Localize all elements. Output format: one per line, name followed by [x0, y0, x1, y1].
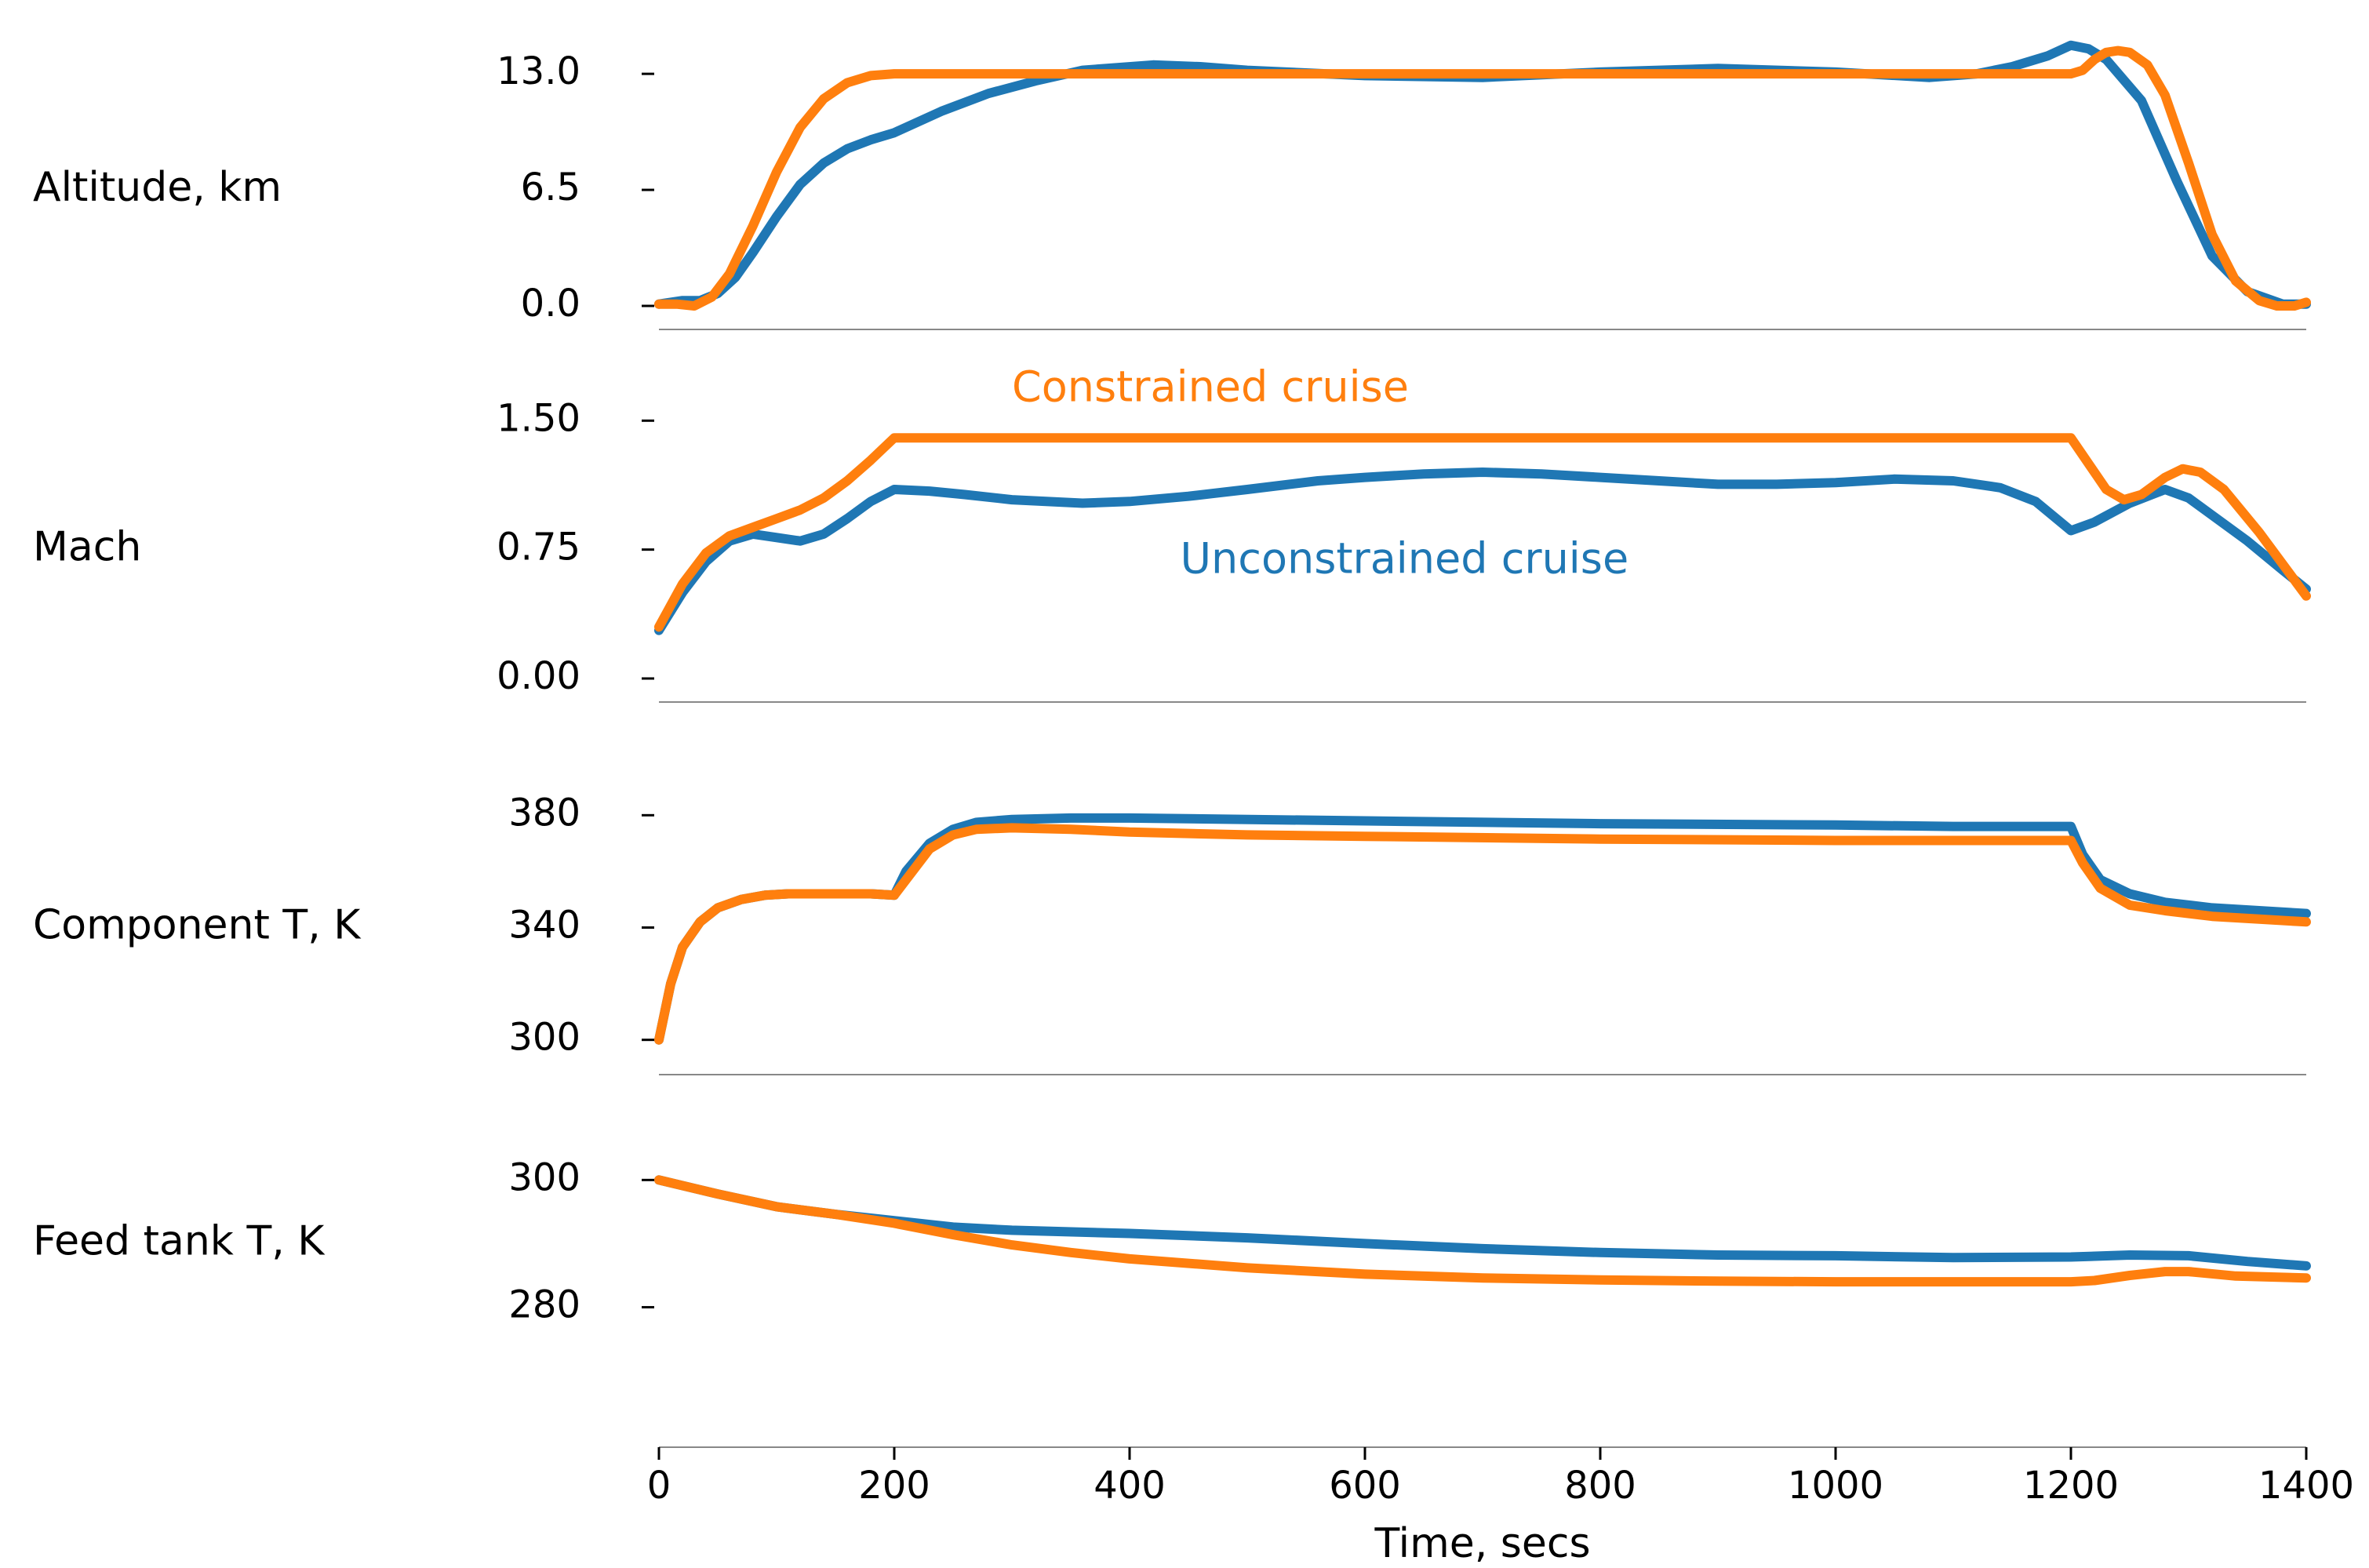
y-tick-label: 6.5	[521, 166, 580, 209]
y-tick-label: 0.75	[497, 526, 580, 569]
y-tick-label: 340	[508, 904, 580, 948]
annotation-constrained-cruise: Constrained cruise	[1012, 362, 1409, 411]
panel-ylabel: Component T, K	[33, 902, 362, 949]
x-axis: 0 200 400 600 800 1000 1200 1400 Time, secs	[647, 1447, 2354, 1567]
x-tick-label: 400	[1094, 1464, 1166, 1508]
panel-mach: Mach 0.00 0.75 1.50	[33, 396, 2311, 703]
series-line-unconstrained-cruise	[654, 467, 2311, 635]
x-tick-label: 1400	[2258, 1464, 2354, 1508]
y-tick-label: 380	[508, 791, 580, 835]
panel-ylabel: Mach	[33, 524, 141, 571]
panel-altitude-km: Altitude, km 0.0 6.5 13.0	[33, 40, 2311, 330]
x-tick-label: 200	[858, 1464, 930, 1508]
y-tick-label: 300	[508, 1016, 580, 1060]
y-tick-label: 280	[508, 1283, 580, 1327]
series-line-unconstrained-cruise	[654, 813, 2311, 1045]
series-line-constrained-cruise	[654, 45, 2311, 311]
y-tick-label: 1.50	[497, 396, 580, 440]
x-tick-label: 600	[1329, 1464, 1401, 1508]
x-tick-label: 800	[1564, 1464, 1636, 1508]
annotation-unconstrained-cruise: Unconstrained cruise	[1181, 534, 1629, 584]
x-axis-label: Time, secs	[1374, 1520, 1590, 1565]
y-tick-label: 13.0	[497, 49, 580, 93]
panel-ylabel: Feed tank T, K	[33, 1217, 326, 1264]
panel-component-t-k: Component T, K 300 340 380	[33, 791, 2311, 1075]
series-line-unconstrained-cruise	[654, 40, 2311, 309]
y-tick-label: 0.00	[497, 654, 580, 698]
panel-feed-tank-t-k: Feed tank T, K 280 300	[33, 1155, 2311, 1448]
series-line-constrained-cruise	[654, 1175, 2311, 1287]
y-tick-label: 300	[508, 1155, 580, 1199]
series-line-constrained-cruise	[654, 823, 2311, 1045]
y-tick-label: 0.0	[521, 282, 580, 326]
x-tick-label: 1200	[2023, 1464, 2119, 1508]
series-line-constrained-cruise	[654, 433, 2311, 632]
x-tick-label: 1000	[1788, 1464, 1883, 1508]
panel-ylabel: Altitude, km	[33, 164, 282, 211]
x-tick-label: 0	[647, 1464, 671, 1508]
